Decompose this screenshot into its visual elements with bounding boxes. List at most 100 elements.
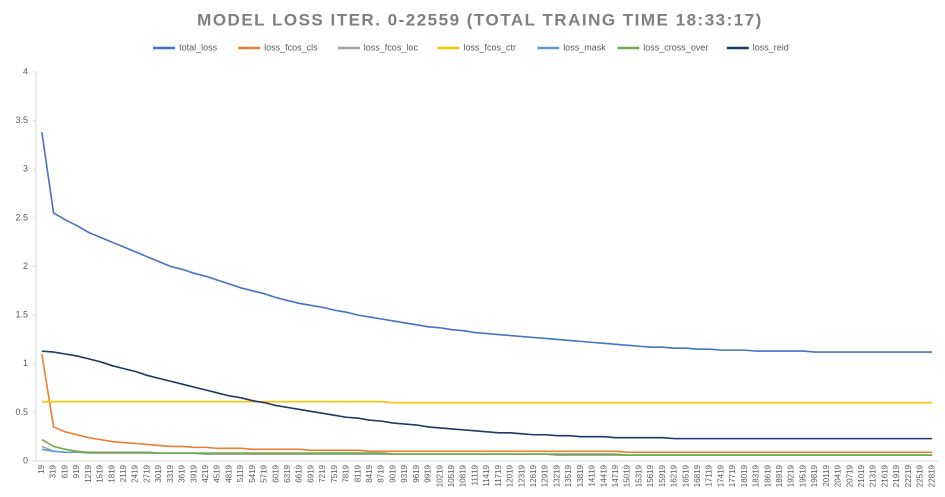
x-tick-label: 13519 [564, 464, 573, 487]
x-tick-label: 21319 [869, 464, 878, 487]
x-tick-label: 8719 [377, 464, 386, 482]
x-tick-label: 6619 [295, 464, 304, 482]
x-tick-label: 5419 [248, 464, 257, 482]
x-tick-label: 16219 [670, 464, 679, 487]
x-tick-label: 22219 [904, 464, 913, 487]
y-tick-label: 1 [23, 358, 28, 368]
x-tick-label: 14419 [599, 464, 608, 487]
x-tick-label: 10819 [459, 464, 468, 487]
y-tick-label: 2 [23, 261, 28, 271]
legend-label: loss_cross_over [643, 42, 708, 52]
x-tick-label: 20419 [834, 464, 843, 487]
x-tick-label: 18319 [752, 464, 761, 487]
x-tick-label: 5119 [236, 464, 245, 482]
x-tick-label: 8419 [365, 464, 374, 482]
x-tick-label: 20119 [822, 464, 831, 486]
y-tick-label: 0.5 [15, 407, 28, 417]
y-tick-label: 3.5 [15, 115, 28, 125]
legend-label: loss_fcos_loc [364, 42, 419, 52]
x-tick-label: 11119 [470, 464, 479, 485]
legend-label: loss_mask [563, 42, 606, 52]
x-tick-label: 19 [37, 464, 46, 473]
x-tick-label: 14719 [611, 464, 620, 487]
x-tick-label: 919 [72, 464, 81, 478]
y-tick-label: 3 [23, 164, 28, 174]
x-tick-label: 3619 [178, 464, 187, 482]
x-tick-label: 18019 [740, 464, 749, 487]
x-tick-label: 6019 [271, 464, 280, 482]
x-tick-label: 9019 [388, 464, 397, 482]
x-tick-label: 6319 [283, 464, 292, 482]
x-tick-label: 2719 [142, 464, 151, 482]
x-tick-label: 7519 [330, 464, 339, 482]
x-tick-label: 3319 [166, 464, 175, 482]
x-tick-label: 7819 [342, 464, 351, 482]
x-tick-label: 12619 [529, 464, 538, 487]
x-tick-label: 16819 [693, 464, 702, 487]
x-tick-label: 9319 [400, 464, 409, 482]
series-line [41, 132, 933, 353]
x-tick-label: 15919 [658, 464, 667, 487]
x-tick-label: 18919 [775, 464, 784, 487]
y-tick-label: 1.5 [15, 310, 28, 320]
legend-label: total_loss [179, 42, 218, 52]
x-tick-label: 21019 [857, 464, 866, 487]
legend-label: loss_fcos_cls [264, 42, 318, 52]
y-tick-label: 4 [23, 66, 28, 76]
series-line [41, 353, 933, 454]
series-line [41, 350, 933, 440]
x-tick-label: 1219 [84, 464, 93, 482]
x-tick-label: 17719 [728, 464, 737, 487]
x-tick-label: 12319 [517, 464, 526, 487]
x-tick-label: 21919 [892, 464, 901, 487]
legend-label: loss_fcos_ctr [464, 42, 517, 52]
x-tick-label: 14119 [588, 464, 597, 486]
series-line [41, 400, 933, 404]
x-tick-label: 13219 [552, 464, 561, 487]
x-tick-label: 19819 [810, 464, 819, 487]
x-tick-label: 17119 [705, 464, 714, 486]
x-tick-label: 12019 [506, 464, 515, 487]
x-tick-label: 4219 [201, 464, 210, 482]
x-tick-label: 11719 [494, 464, 503, 486]
x-tick-label: 7219 [318, 464, 327, 482]
y-tick-label: 2.5 [15, 212, 28, 222]
x-tick-label: 19519 [798, 464, 807, 487]
x-tick-label: 13819 [576, 464, 585, 487]
x-tick-label: 18619 [763, 464, 772, 487]
x-tick-label: 9919 [424, 464, 433, 482]
x-tick-label: 4519 [213, 464, 222, 482]
x-tick-label: 1519 [96, 464, 105, 482]
x-tick-label: 16519 [681, 464, 690, 487]
x-tick-label: 21619 [880, 464, 889, 487]
x-tick-label: 5719 [260, 464, 269, 482]
x-tick-label: 2119 [119, 464, 128, 482]
x-tick-label: 6919 [306, 464, 315, 482]
x-tick-label: 22819 [927, 464, 936, 487]
x-tick-label: 3019 [154, 464, 163, 482]
x-tick-label: 17419 [716, 464, 725, 487]
x-tick-label: 4819 [224, 464, 233, 482]
x-tick-label: 19219 [787, 464, 796, 487]
x-tick-label: 15619 [646, 464, 655, 487]
x-tick-label: 10219 [435, 464, 444, 487]
x-tick-label: 319 [49, 464, 58, 478]
x-tick-label: 22519 [916, 464, 925, 487]
series-line [41, 438, 933, 456]
chart-title: MODEL LOSS ITER. 0-22559 (TOTAL TRAING T… [197, 10, 763, 29]
x-tick-label: 9619 [412, 464, 421, 482]
x-tick-label: 3919 [189, 464, 198, 482]
x-tick-label: 2419 [131, 464, 140, 482]
x-tick-label: 1819 [107, 464, 116, 482]
x-tick-label: 8119 [353, 464, 362, 482]
x-tick-label: 20719 [845, 464, 854, 487]
x-tick-label: 15019 [623, 464, 632, 487]
y-tick-label: 0 [23, 455, 28, 465]
x-tick-label: 11419 [482, 464, 491, 486]
x-tick-label: 10519 [447, 464, 456, 487]
legend-label: loss_reid [753, 42, 789, 52]
x-tick-label: 15319 [634, 464, 643, 487]
x-tick-label: 619 [60, 464, 69, 478]
